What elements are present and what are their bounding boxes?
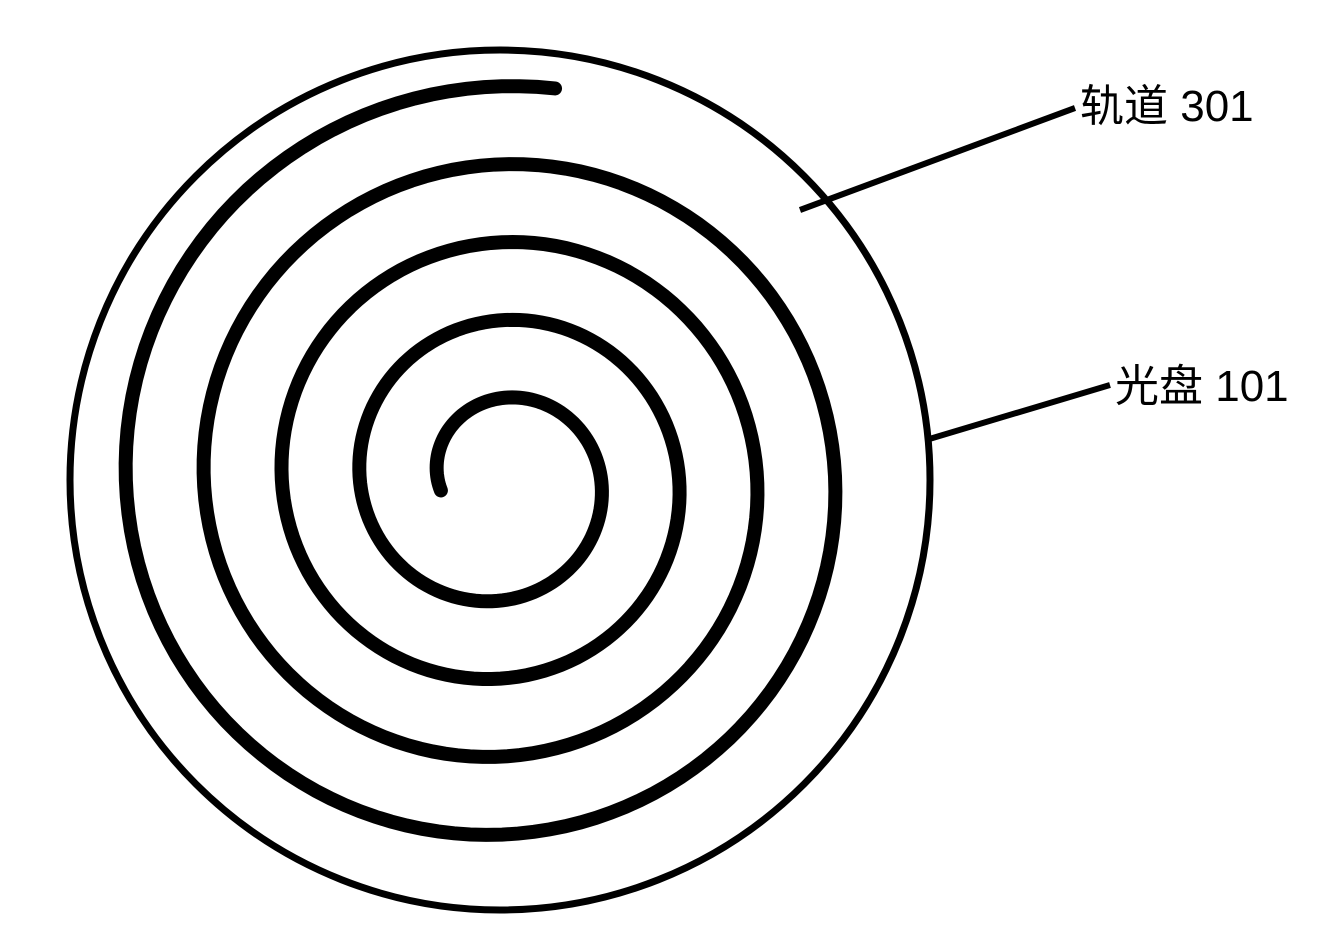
label-disc: 光盘 101 xyxy=(1115,350,1289,414)
leader-line-disc xyxy=(926,385,1110,440)
disc-diagram-svg xyxy=(0,0,1338,940)
leader-line-track xyxy=(800,108,1075,210)
figure-canvas: 轨道 301 光盘 101 xyxy=(0,0,1338,940)
label-track: 轨道 301 xyxy=(1080,70,1254,134)
spiral-track xyxy=(126,86,836,835)
